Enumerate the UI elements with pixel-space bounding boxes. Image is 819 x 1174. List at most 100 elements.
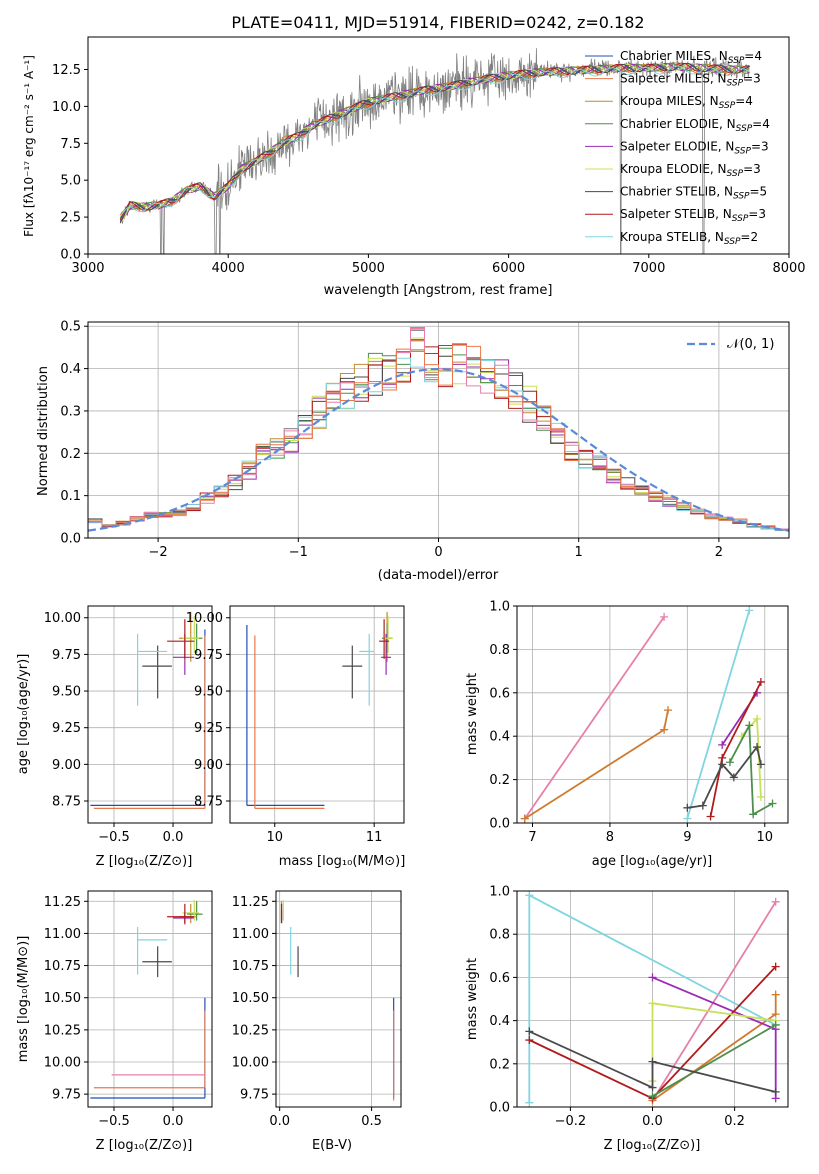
- weight-marker: [648, 1092, 657, 1101]
- weight-marker: [648, 999, 657, 1008]
- x-tick-label: 2: [715, 545, 723, 560]
- y-tick-label: 9.75: [240, 1088, 269, 1103]
- legend-subscript: SSP: [733, 192, 750, 202]
- age-z-y-label: age [log₁₀(age/yr)]: [16, 654, 31, 775]
- x-tick-label: 10: [266, 830, 283, 845]
- legend-entry-2: Salpeter MILES, NSSP=3: [620, 72, 761, 89]
- y-tick-label: 0.8: [489, 643, 510, 658]
- y-tick-label: 8.75: [52, 795, 81, 810]
- age-vs-mass-panel: 10 11 8.75 9.00 9.25 9.50 9.75 10.00: [186, 605, 405, 845]
- weight-marker: [745, 721, 754, 730]
- axes-frame: [229, 605, 405, 824]
- weight-marker: [725, 758, 734, 767]
- y-tick-label: 11.00: [44, 927, 81, 942]
- mass-vs-ebv-panel: 0.0 0.5 9.75 10.00 10.25 10.50 10.75 11.00 11.25: [232, 890, 402, 1129]
- x-tick-label: 0.0: [269, 1114, 290, 1129]
- spectrum-panel: 3000 4000 5000 6000 7000 8000 0.0 2.5 5.0 7.5 10.0…: [52, 36, 806, 276]
- legend-entry-9: Kroupa STELIB, NSSP=2: [620, 230, 758, 247]
- legend-entry-normal: 𝒩(0, 1): [727, 337, 774, 352]
- y-tick-label: 0.6: [489, 971, 510, 986]
- y-tick-label: 5.0: [60, 174, 81, 189]
- axes-frame: [275, 890, 402, 1108]
- axes-frame: [87, 890, 213, 1108]
- x-tick-label: 8: [606, 830, 614, 845]
- weight-marker: [525, 891, 534, 900]
- axes-frame: [87, 605, 213, 824]
- x-tick-label: 9: [683, 830, 691, 845]
- y-tick-label: 10.75: [44, 959, 81, 974]
- legend-count: =3: [743, 72, 761, 86]
- weight-marker: [660, 612, 669, 621]
- y-tick-label: 0.0: [60, 532, 81, 547]
- x-tick-label: −1: [289, 545, 308, 560]
- mass-ebv-x-label: E(B-V): [312, 1138, 352, 1153]
- weight-marker: [718, 760, 727, 769]
- legend-subscript: SSP: [719, 101, 736, 111]
- y-tick-label: 9.50: [52, 685, 81, 700]
- figure-title: PLATE=0411, MJD=51914, FIBERID=0242, z=0…: [231, 13, 644, 32]
- model-line-8: [119, 62, 750, 221]
- x-tick-label: 0.0: [163, 1114, 184, 1129]
- weight-marker: [771, 1087, 780, 1096]
- weight-marker: [525, 1036, 534, 1045]
- y-tick-label: 0.0: [60, 248, 81, 263]
- weight-vs-z-panel: −0.2 0.0 0.2 0.0 0.2 0.4 0.6 0.8 1.0: [489, 885, 789, 1129]
- weight-age-x-label: age [log₁₀(age/yr)]: [592, 854, 713, 869]
- y-tick-label: 10.0: [52, 100, 81, 115]
- legend-subscript: SSP: [734, 146, 751, 156]
- legend-entry-5: Salpeter ELODIE, NSSP=3: [620, 139, 769, 156]
- x-tick-label: −2: [149, 545, 168, 560]
- y-tick-label: 10.00: [186, 611, 223, 626]
- y-tick-label: 11.25: [232, 895, 269, 910]
- y-tick-label: 9.25: [194, 721, 223, 736]
- axes-frame: [516, 605, 789, 824]
- legend-subscript: SSP: [736, 124, 753, 134]
- legend-count: =4: [735, 94, 753, 108]
- weight-marker: [771, 990, 780, 999]
- weight-marker: [756, 677, 765, 686]
- weight-line-1: [523, 616, 665, 820]
- y-tick-label: 9.25: [52, 721, 81, 736]
- weight-marker: [525, 1098, 534, 1107]
- x-tick-label: 6000: [492, 261, 525, 276]
- weight-marker: [520, 814, 529, 823]
- y-tick-label: 9.75: [52, 648, 81, 663]
- x-tick-label: 0.5: [361, 1114, 382, 1129]
- legend-count: =3: [751, 139, 769, 153]
- y-tick-label: 0.4: [60, 362, 81, 377]
- x-tick-label: 4000: [212, 261, 245, 276]
- legend-subscript: SSP: [728, 56, 745, 66]
- weight-marker: [756, 760, 765, 769]
- y-tick-label: 9.50: [194, 685, 223, 700]
- x-tick-label: 0.2: [724, 1114, 745, 1129]
- x-tick-label: 0.0: [163, 830, 184, 845]
- weight-marker: [771, 962, 780, 971]
- y-tick-label: 1.0: [489, 600, 510, 615]
- weight-marker: [753, 714, 762, 723]
- age-vs-z-panel: −0.5 0.0 8.75 9.00 9.25 9.50 9.75 10.00: [44, 605, 213, 845]
- legend-count: =4: [752, 117, 770, 131]
- y-tick-label: 7.5: [60, 137, 81, 152]
- axes-frame: [516, 890, 789, 1108]
- y-tick-label: 10.25: [44, 1023, 81, 1038]
- x-tick-label: −0.5: [98, 1114, 130, 1129]
- y-tick-label: 10.00: [232, 1056, 269, 1071]
- weight-marker: [753, 743, 762, 752]
- x-tick-label: 7: [528, 830, 536, 845]
- legend-count: =2: [740, 230, 758, 244]
- weight-marker: [718, 740, 727, 749]
- y-tick-label: 10.00: [44, 611, 81, 626]
- x-tick-label: 8000: [772, 261, 805, 276]
- weight-marker: [648, 1083, 657, 1092]
- y-tick-label: 11.00: [232, 927, 269, 942]
- weight-z-x-label: Z [log₁₀(Z/Z⊙)]: [604, 1138, 701, 1153]
- legend-subscript: SSP: [727, 169, 744, 179]
- mass-z-y-label: mass [log₁₀(M/M⊙)]: [16, 936, 31, 1063]
- weight-z-y-label: mass weight: [465, 958, 480, 1040]
- weight-marker: [768, 799, 777, 808]
- normal-curve: [87, 367, 790, 532]
- weight-line-1: [651, 901, 777, 1101]
- legend-count: =4: [744, 49, 762, 63]
- y-tick-label: 2.5: [60, 211, 81, 226]
- residual-panel: −2 −1 0 1 2 0.0 0.1 0.2 0.3 0.4 0.5 𝒩(0, 1): [60, 320, 790, 560]
